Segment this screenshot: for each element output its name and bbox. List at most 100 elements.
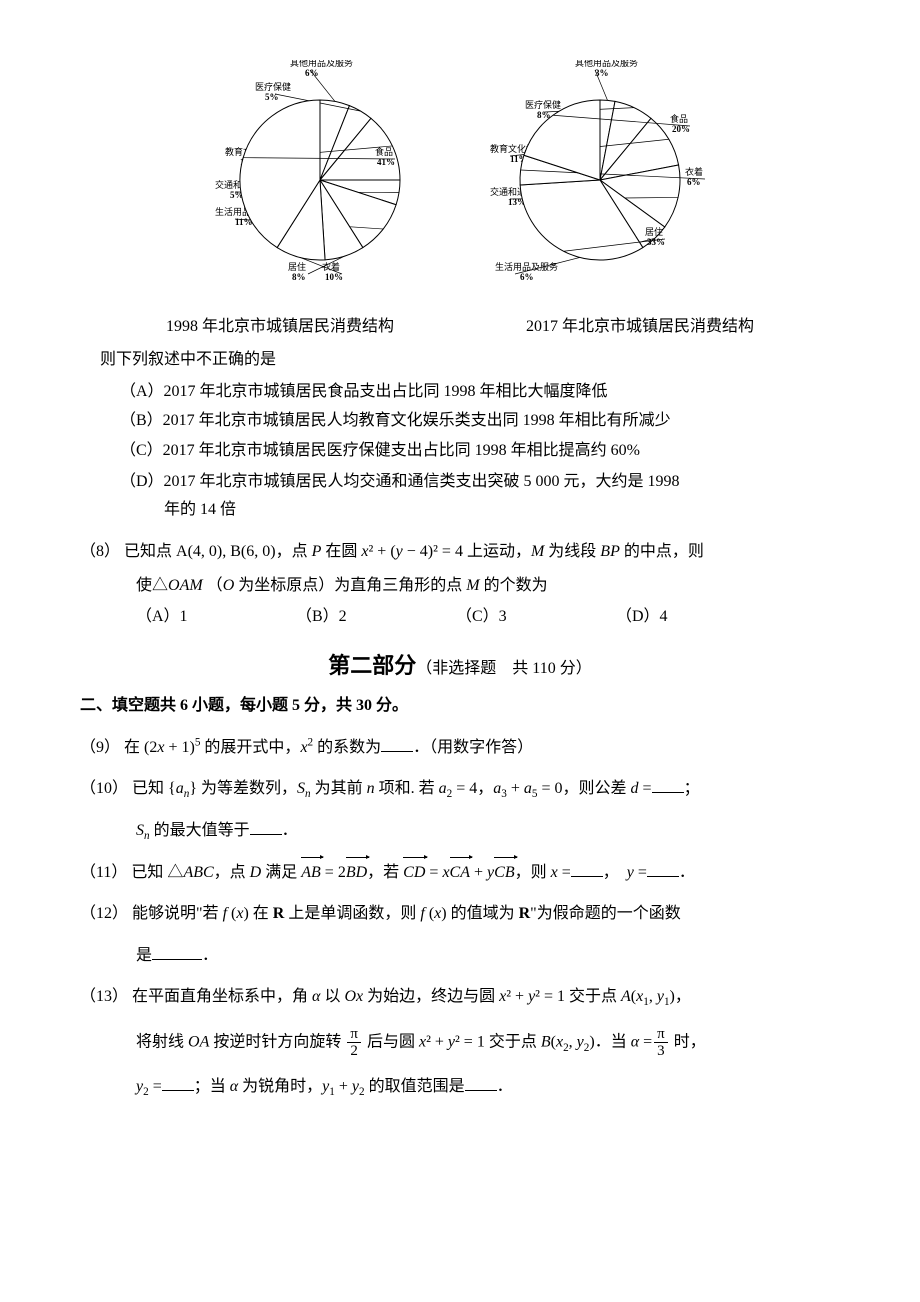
pie-1998-svg: 其他用品及服务6%医疗保健5%教育文化娱乐14%交通和通信5%生活用品及服务11… xyxy=(200,60,440,295)
t: 将射线 xyxy=(136,1034,188,1051)
svg-text:衣着: 衣着 xyxy=(685,166,703,177)
q10-n: n xyxy=(367,780,375,797)
t: 交于点 xyxy=(485,1034,541,1051)
svg-text:6%: 6% xyxy=(520,272,534,282)
vec-CB: CB xyxy=(494,860,514,886)
q13-alpha2: α xyxy=(230,1078,238,1095)
q13-OA: OA xyxy=(188,1034,209,1051)
svg-text:10%: 10% xyxy=(325,272,343,282)
q8-BP: BP xyxy=(600,543,620,560)
q8-cA: （A）1 xyxy=(136,604,296,630)
t: 的展开式中， xyxy=(200,739,300,756)
q8-line2: 使△OAM （O 为坐标原点）为直角三角形的点 M 的个数为 xyxy=(136,573,840,599)
svg-text:6%: 6% xyxy=(687,177,701,187)
q11-body: 已知 △ABC，点 D 满足 AB = 2BD，若 CD = xCA + yCB… xyxy=(131,860,840,886)
q7-opt-c: （C）2017 年北京市城镇居民医疗保健支出占比同 1998 年相比提高约 60… xyxy=(120,438,840,464)
q12: （12） 能够说明"若 f (x) 在 R 上是单调函数，则 f (x) 的值域… xyxy=(80,901,840,927)
t: 在圆 xyxy=(321,543,361,560)
q8-OAM: OAM xyxy=(168,577,203,594)
svg-text:41%: 41% xyxy=(377,157,395,167)
t: 后与圆 xyxy=(363,1034,419,1051)
vec-CA: CA xyxy=(450,860,470,886)
q11-x: x xyxy=(551,864,558,881)
t: ，若 xyxy=(367,864,403,881)
q11-y: y xyxy=(627,864,634,881)
q8-O: O xyxy=(223,577,235,594)
q10: （10） 已知 {an} 为等差数列，Sn 为其前 n 项和. 若 a2 = 4… xyxy=(80,776,840,802)
svg-text:33%: 33% xyxy=(647,237,665,247)
t: 在 xyxy=(124,739,144,756)
t: （ xyxy=(207,577,223,594)
q10-body: 已知 {an} 为等差数列，Sn 为其前 n 项和. 若 a2 = 4，a3 +… xyxy=(132,776,840,802)
t: ． xyxy=(202,947,218,964)
q12-fx: f xyxy=(223,905,227,922)
t: 在平面直角坐标系中，角 xyxy=(132,988,312,1005)
svg-text:20%: 20% xyxy=(672,124,690,134)
q8-body: 已知点 A(4, 0), B(6, 0)，点 P 在圆 x² + (y − 4)… xyxy=(124,539,840,565)
t: 为其前 xyxy=(311,780,367,797)
q7-opt-b: （B）2017 年北京市城镇居民人均教育文化娱乐类支出同 1998 年相比有所减… xyxy=(120,408,840,434)
q9-expr: (2x + 1)5 xyxy=(144,739,200,756)
q10-Sn2: Sn xyxy=(136,822,150,839)
q10-line2: Sn 的最大值等于． xyxy=(136,818,840,844)
q8-P: P xyxy=(312,543,322,560)
section-bold: 第二部分 xyxy=(328,653,416,678)
q8-choices: （A）1 （B）2 （C）3 （D）4 xyxy=(136,604,840,630)
vec-CD: CD xyxy=(403,860,425,886)
section-title: 第二部分（非选择题 共 110 分） xyxy=(80,648,840,683)
q13-line3: y2 =；当 α 为锐角时，y1 + y2 的取值范围是． xyxy=(136,1074,840,1100)
t: 满足 xyxy=(261,864,301,881)
t: 是 xyxy=(136,947,152,964)
q10-num: （10） xyxy=(80,776,128,802)
t: 的最大值等于 xyxy=(150,822,250,839)
t: 已知 xyxy=(132,780,168,797)
t: 的系数为 xyxy=(313,739,381,756)
q9-num: （9） xyxy=(80,735,120,761)
t: 为坐标原点）为直角三角形的点 xyxy=(234,577,466,594)
q9: （9） 在 (2x + 1)5 的展开式中，x2 的系数为．（用数字作答） xyxy=(80,735,840,761)
svg-text:衣着: 衣着 xyxy=(322,261,340,272)
vec-AB: AB xyxy=(301,860,321,886)
q10-d: d xyxy=(631,780,639,797)
svg-text:居住: 居住 xyxy=(288,261,306,272)
t: ， xyxy=(603,864,611,881)
svg-text:居住: 居住 xyxy=(645,226,663,237)
svg-text:食品: 食品 xyxy=(375,146,393,157)
q7-opt-d: （D）2017 年北京市城镇居民人均交通和通信类支出突破 5 000 元，大约是… xyxy=(120,468,840,526)
t: 交于点 xyxy=(565,988,621,1005)
t: "为假命题的一个函数 xyxy=(530,905,681,922)
t: 时， xyxy=(670,1034,706,1051)
t: ．当 xyxy=(595,1034,631,1051)
t: 按逆时针方向旋转 xyxy=(209,1034,345,1051)
t: 为等差数列， xyxy=(197,780,297,797)
q13-A: A xyxy=(621,988,631,1005)
svg-text:其他用品及服务: 其他用品及服务 xyxy=(290,60,353,68)
svg-text:6%: 6% xyxy=(305,68,319,78)
pie-2017-svg: 其他用品及服务3%医疗保健8%教育文化娱乐11%交通和通信13%生活用品及服务6… xyxy=(480,60,720,295)
q10-a2: a2 = 4 xyxy=(439,780,478,797)
q13-alphaEq: α xyxy=(631,1034,639,1051)
q13-circ: x² + y² = 1 xyxy=(499,988,565,1005)
t: ． xyxy=(497,1078,513,1095)
q13: （13） 在平面直角坐标系中，角 α 以 Ox 为始边，终边与圆 x² + y²… xyxy=(80,984,840,1010)
svg-text:其他用品及服务: 其他用品及服务 xyxy=(575,60,638,68)
q8-circle: x² + (y − 4)² = 4 xyxy=(361,543,463,560)
t: 使△ xyxy=(136,577,168,594)
q8-M: M xyxy=(531,543,544,560)
q10-Sn: Sn xyxy=(297,780,311,797)
q8-cC: （C）3 xyxy=(456,604,616,630)
q13-num: （13） xyxy=(80,984,128,1010)
t: ，则 xyxy=(515,864,551,881)
svg-text:生活用品及服务: 生活用品及服务 xyxy=(495,261,558,272)
t: 已知 △ xyxy=(131,864,183,881)
blank xyxy=(647,861,679,877)
q13-line2: 将射线 OA 按逆时针方向旋转 π2 后与圆 x² + y² = 1 交于点 B… xyxy=(136,1026,840,1060)
blank xyxy=(571,861,603,877)
q8-cB: （B）2 xyxy=(296,604,456,630)
t: 以 xyxy=(320,988,344,1005)
q12-R1: R xyxy=(273,905,285,922)
t: 能够说明"若 xyxy=(132,905,223,922)
t: ． xyxy=(679,864,695,881)
blank xyxy=(465,1075,497,1091)
svg-text:医疗保健: 医疗保健 xyxy=(255,81,291,92)
